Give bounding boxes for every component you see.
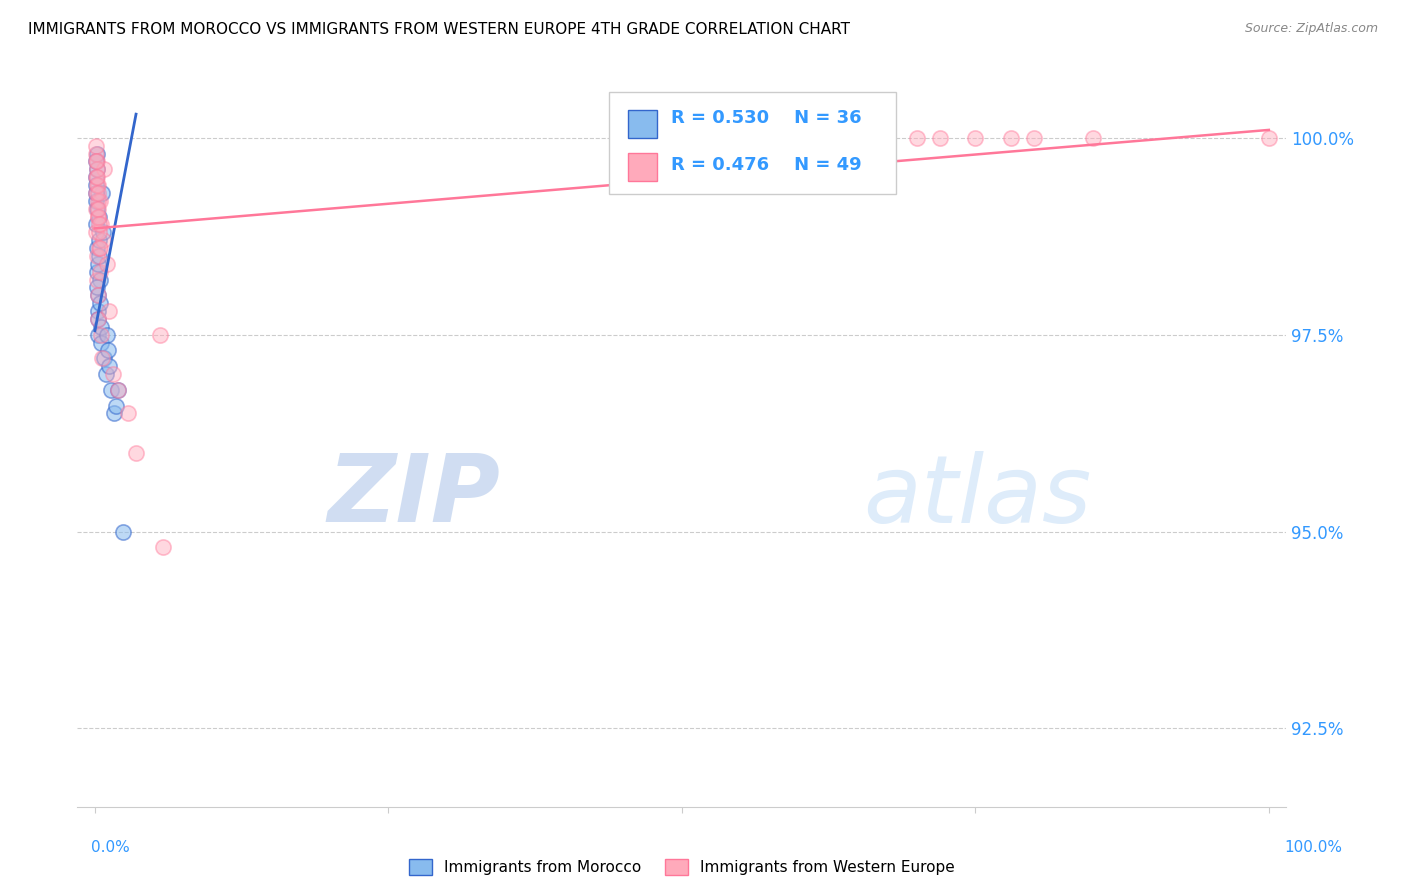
Point	[86, 288, 108, 302]
Point	[117, 407, 139, 421]
Point	[929, 130, 952, 145]
Point	[89, 194, 111, 208]
Point	[107, 383, 129, 397]
Point	[93, 162, 115, 177]
Point	[91, 186, 114, 200]
Point	[84, 178, 107, 192]
Point	[93, 351, 115, 366]
Point	[87, 312, 110, 326]
Point	[86, 162, 108, 177]
Point	[89, 249, 111, 263]
Point	[787, 130, 810, 145]
Point	[1000, 130, 1022, 145]
Point	[84, 170, 107, 185]
Point	[105, 399, 128, 413]
Text: atlas: atlas	[863, 450, 1091, 541]
Point	[86, 178, 108, 192]
Text: Source: ZipAtlas.com: Source: ZipAtlas.com	[1244, 22, 1378, 36]
Text: IMMIGRANTS FROM MOROCCO VS IMMIGRANTS FROM WESTERN EUROPE 4TH GRADE CORRELATION : IMMIGRANTS FROM MOROCCO VS IMMIGRANTS FR…	[28, 22, 851, 37]
Point	[84, 146, 107, 161]
Text: ZIP: ZIP	[328, 450, 501, 542]
Text: R = 0.476    N = 49: R = 0.476 N = 49	[671, 156, 862, 174]
Point	[86, 272, 108, 286]
Point	[97, 343, 120, 358]
Point	[90, 218, 112, 232]
Point	[96, 257, 118, 271]
Point	[86, 154, 108, 169]
Point	[98, 304, 121, 318]
Point	[100, 383, 122, 397]
Point	[89, 241, 111, 255]
Point	[86, 280, 108, 294]
Point	[87, 225, 110, 239]
Point	[86, 225, 108, 239]
Point	[846, 130, 869, 145]
Point	[84, 138, 107, 153]
Point	[84, 194, 107, 208]
Point	[86, 202, 108, 216]
Point	[84, 202, 107, 216]
Point	[89, 296, 111, 310]
Point	[91, 351, 114, 366]
Point	[86, 265, 108, 279]
Point	[90, 335, 112, 350]
Point	[86, 218, 108, 232]
Point	[89, 272, 111, 286]
Point	[87, 241, 110, 255]
Point	[86, 154, 108, 169]
Y-axis label: 4th Grade: 4th Grade	[32, 310, 48, 387]
Point	[1257, 130, 1279, 145]
Point	[87, 312, 110, 326]
Point	[965, 130, 987, 145]
Point	[87, 210, 110, 224]
Point	[91, 225, 114, 239]
Point	[87, 202, 110, 216]
Text: 0.0%: 0.0%	[91, 840, 131, 855]
Point	[1022, 130, 1045, 145]
Point	[86, 186, 108, 200]
Point	[89, 265, 111, 279]
Point	[1081, 130, 1104, 145]
Point	[90, 319, 112, 334]
Point	[86, 178, 108, 192]
Point	[152, 541, 174, 555]
Point	[90, 327, 112, 342]
Point	[87, 327, 110, 342]
Point	[87, 210, 110, 224]
Point	[112, 524, 135, 539]
Point	[87, 233, 110, 247]
Point	[905, 130, 928, 145]
Point	[84, 154, 107, 169]
Point	[94, 367, 117, 381]
Point	[84, 170, 107, 185]
Point	[91, 233, 114, 247]
Point	[96, 327, 118, 342]
Point	[86, 146, 108, 161]
Point	[148, 327, 170, 342]
Point	[87, 218, 110, 232]
Text: R = 0.530    N = 36: R = 0.530 N = 36	[671, 110, 862, 128]
Point	[87, 288, 110, 302]
Point	[86, 186, 108, 200]
Point	[86, 170, 108, 185]
Point	[98, 359, 121, 374]
Point	[86, 162, 108, 177]
Point	[107, 383, 129, 397]
Point	[101, 367, 124, 381]
Point	[125, 446, 148, 460]
Point	[87, 194, 110, 208]
Point	[84, 186, 107, 200]
Point	[103, 407, 125, 421]
Point	[86, 249, 108, 263]
Text: 100.0%: 100.0%	[1285, 840, 1343, 855]
Point	[87, 304, 110, 318]
Legend: Immigrants from Morocco, Immigrants from Western Europe: Immigrants from Morocco, Immigrants from…	[404, 853, 960, 881]
Point	[86, 241, 108, 255]
Point	[87, 210, 110, 224]
Point	[87, 257, 110, 271]
